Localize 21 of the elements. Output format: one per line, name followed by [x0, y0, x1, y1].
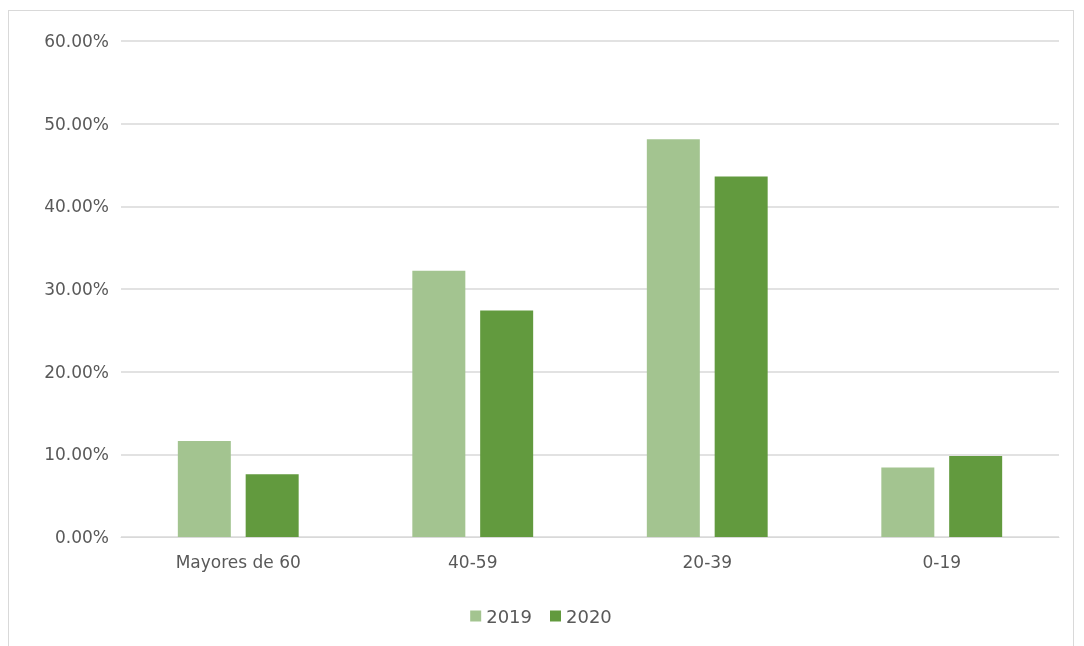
- x-tick-label: 40-59: [448, 551, 498, 572]
- bar: [177, 441, 231, 537]
- legend-label: 2020: [566, 605, 612, 627]
- y-tick-label: 20.00%: [44, 361, 109, 382]
- bar: [412, 270, 466, 537]
- bar: [949, 455, 1003, 537]
- y-tick-label: 0.00%: [54, 527, 109, 547]
- x-tick-label: 0-19: [922, 551, 962, 572]
- bar: [881, 467, 935, 537]
- y-tick-label: 10.00%: [44, 444, 109, 465]
- y-tick-label: 60.00%: [44, 31, 109, 51]
- y-tick-label: 30.00%: [44, 279, 109, 299]
- bar: [714, 176, 768, 537]
- y-tick-label: 40.00%: [44, 196, 109, 217]
- bar: [245, 474, 299, 537]
- y-tick-label: 50.00%: [44, 113, 109, 134]
- bar: [480, 310, 534, 537]
- x-tick-label: Mayores de 60: [175, 551, 301, 572]
- legend-label: 2019: [486, 605, 532, 627]
- x-tick-label: 20-39: [682, 551, 732, 572]
- bar: [646, 139, 700, 537]
